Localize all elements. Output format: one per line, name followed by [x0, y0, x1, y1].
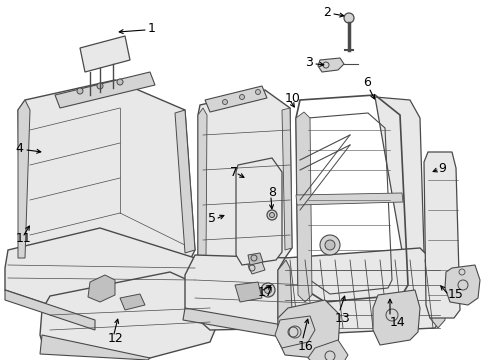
Polygon shape — [295, 112, 311, 302]
Text: 5: 5 — [207, 212, 216, 225]
Text: 2: 2 — [323, 5, 330, 18]
Circle shape — [264, 287, 271, 293]
Circle shape — [325, 240, 334, 250]
Polygon shape — [5, 228, 195, 320]
Polygon shape — [204, 86, 266, 112]
Text: 9: 9 — [437, 162, 445, 175]
Polygon shape — [295, 193, 402, 205]
Polygon shape — [18, 100, 30, 258]
Text: 11: 11 — [16, 231, 32, 244]
Text: 1: 1 — [148, 22, 156, 35]
Polygon shape — [278, 248, 441, 335]
Text: 7: 7 — [229, 166, 238, 179]
Circle shape — [319, 235, 339, 255]
Circle shape — [117, 79, 123, 85]
Polygon shape — [307, 340, 347, 360]
Text: 10: 10 — [285, 91, 300, 104]
Text: 8: 8 — [267, 185, 275, 198]
Polygon shape — [5, 290, 95, 330]
Text: 16: 16 — [297, 339, 313, 352]
Polygon shape — [184, 255, 309, 330]
Text: 15: 15 — [447, 288, 463, 302]
Polygon shape — [282, 108, 291, 250]
Polygon shape — [40, 335, 150, 360]
Polygon shape — [317, 58, 343, 72]
Polygon shape — [18, 80, 195, 285]
Polygon shape — [183, 308, 299, 340]
Circle shape — [222, 99, 227, 104]
Circle shape — [255, 90, 260, 95]
Polygon shape — [374, 97, 424, 295]
Polygon shape — [423, 152, 459, 318]
Polygon shape — [429, 248, 444, 328]
Polygon shape — [235, 282, 262, 302]
Text: 4: 4 — [15, 141, 23, 154]
Polygon shape — [80, 36, 130, 72]
Polygon shape — [88, 275, 115, 302]
Polygon shape — [120, 294, 145, 310]
Circle shape — [261, 283, 274, 297]
Polygon shape — [236, 158, 282, 265]
Text: 3: 3 — [305, 55, 312, 68]
Circle shape — [343, 13, 353, 23]
Polygon shape — [198, 90, 291, 270]
Polygon shape — [278, 260, 292, 338]
Polygon shape — [198, 108, 206, 258]
Text: 14: 14 — [389, 315, 405, 328]
Text: 12: 12 — [108, 332, 123, 345]
Circle shape — [239, 95, 244, 99]
Text: 17: 17 — [258, 285, 273, 298]
Polygon shape — [278, 300, 339, 358]
Circle shape — [77, 88, 83, 94]
Circle shape — [266, 210, 276, 220]
Text: 6: 6 — [362, 76, 370, 89]
Polygon shape — [40, 272, 215, 358]
Text: 13: 13 — [334, 311, 350, 324]
Polygon shape — [372, 290, 419, 345]
Circle shape — [97, 83, 103, 89]
Polygon shape — [247, 262, 264, 274]
Polygon shape — [247, 253, 263, 265]
Polygon shape — [175, 110, 195, 253]
Polygon shape — [55, 72, 155, 108]
Circle shape — [269, 212, 274, 217]
Polygon shape — [444, 265, 479, 305]
Polygon shape — [274, 316, 314, 348]
